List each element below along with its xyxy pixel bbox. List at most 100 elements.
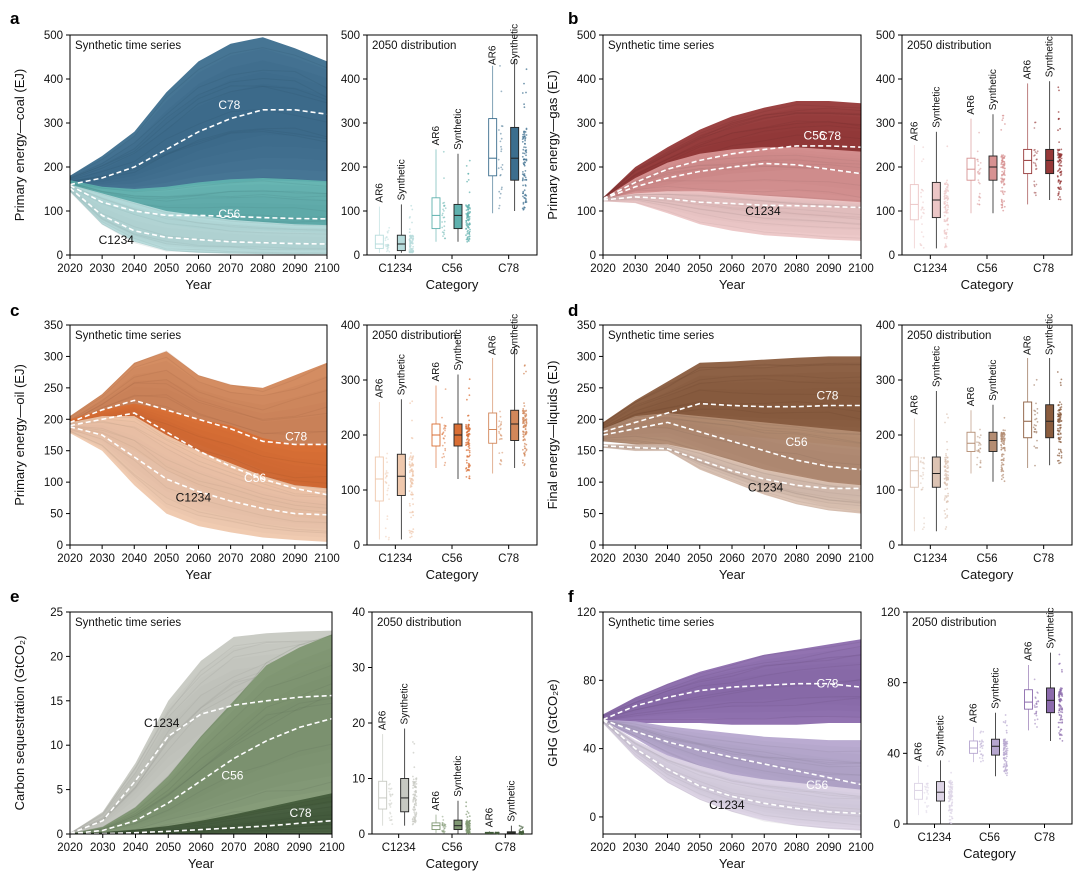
point — [468, 825, 471, 827]
box-ar6 — [1024, 689, 1033, 710]
point — [384, 477, 387, 479]
band-c78 — [603, 662, 861, 722]
point — [525, 68, 528, 71]
point — [1003, 162, 1006, 165]
band-c1234 — [70, 185, 327, 253]
point — [466, 461, 468, 464]
band-c56 — [603, 155, 861, 200]
box-synthetic — [396, 234, 406, 252]
point — [948, 815, 951, 818]
point — [500, 188, 503, 191]
point — [467, 219, 470, 222]
band-c56 — [603, 149, 861, 213]
point — [1003, 480, 1006, 483]
point — [1000, 129, 1003, 131]
point — [947, 795, 950, 798]
x-tick-label: 2030 — [89, 263, 115, 275]
x-tick-label: 2070 — [751, 553, 777, 565]
point — [523, 174, 526, 177]
x-tick-label: 2050 — [687, 263, 713, 275]
point — [978, 131, 980, 134]
point — [979, 428, 981, 431]
point — [466, 810, 469, 813]
x-tick-label: 2040 — [655, 553, 681, 565]
x-tick-label: 2100 — [319, 842, 345, 854]
point — [441, 829, 443, 832]
y-tick-label: 500 — [876, 30, 895, 42]
category-label: C1234 — [918, 832, 952, 844]
x-tick-label: 2050 — [155, 842, 181, 854]
point — [444, 825, 447, 828]
plot-frame — [371, 611, 533, 835]
point — [919, 461, 922, 463]
point — [1002, 193, 1005, 196]
point — [466, 816, 469, 818]
category-label: C78 — [498, 553, 519, 565]
point — [950, 815, 953, 818]
point — [947, 204, 949, 207]
point — [390, 802, 393, 804]
x-tick-label: 2020 — [57, 842, 83, 854]
point — [498, 129, 500, 131]
point — [499, 428, 502, 431]
point — [523, 158, 526, 161]
point — [1058, 414, 1061, 417]
median-c78 — [69, 109, 328, 186]
point — [409, 236, 412, 239]
trajectory-c1234 — [602, 447, 862, 513]
point — [1033, 712, 1036, 715]
box-label-synthetic: Synthetic — [510, 24, 521, 65]
point — [411, 241, 414, 244]
point — [1057, 117, 1060, 120]
point — [384, 480, 387, 483]
point — [1056, 460, 1059, 462]
panel-letter: d — [568, 301, 578, 320]
trajectory-c56 — [69, 693, 333, 835]
point — [467, 435, 469, 438]
point — [1003, 200, 1005, 203]
point — [1058, 709, 1061, 711]
point — [946, 484, 949, 486]
point — [523, 146, 525, 149]
y-tick-label: 0 — [590, 812, 596, 824]
point — [466, 240, 469, 243]
point — [384, 237, 387, 240]
point — [977, 164, 980, 167]
point — [1033, 180, 1036, 183]
series-label-c56: C56 — [218, 207, 240, 221]
point — [412, 784, 415, 787]
point — [410, 479, 412, 481]
point — [520, 831, 522, 833]
point — [945, 194, 948, 197]
median-c1234 — [602, 444, 861, 490]
point — [921, 477, 924, 480]
point — [1059, 448, 1062, 451]
point — [946, 179, 948, 182]
point — [465, 165, 468, 167]
trajectory-c78 — [602, 663, 862, 718]
band-c56 — [70, 634, 332, 834]
x-axis-label: Year — [719, 567, 746, 582]
point — [468, 451, 471, 454]
point — [943, 201, 946, 203]
point — [1001, 177, 1004, 180]
point — [466, 434, 469, 436]
point — [412, 245, 415, 248]
trajectory-c1234 — [602, 195, 862, 216]
point — [951, 808, 953, 811]
point — [948, 788, 951, 791]
point — [443, 225, 446, 228]
box-ar6 — [374, 234, 384, 249]
trajectory-c1234 — [69, 639, 333, 834]
box-label-ar6: AR6 — [914, 742, 925, 762]
box-label-ar6: AR6 — [374, 378, 385, 398]
band-c56 — [603, 719, 861, 801]
point — [468, 475, 471, 478]
point — [1036, 408, 1039, 410]
point — [1057, 175, 1059, 178]
x-tick-label: 2020 — [590, 553, 616, 565]
x-tick-label: 2080 — [784, 553, 810, 565]
point — [441, 444, 444, 447]
y-tick-label: 200 — [341, 162, 360, 174]
trajectory-c56 — [602, 159, 862, 200]
